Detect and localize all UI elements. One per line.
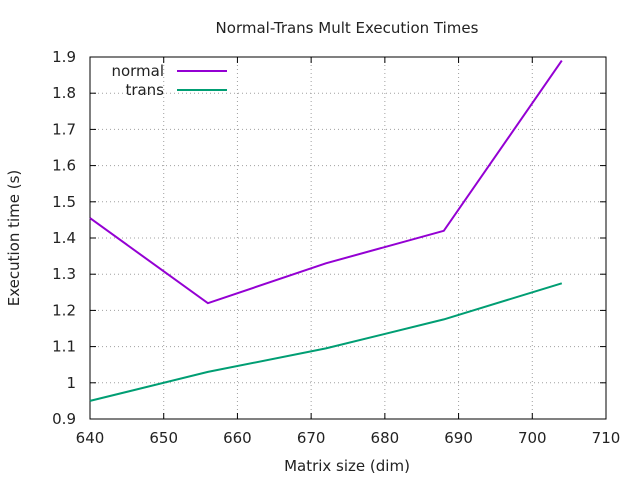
plot-frame — [89, 56, 607, 420]
x-tick-label: 640 — [76, 429, 105, 447]
y-tick-label: 1.4 — [52, 229, 76, 247]
y-tick-label: 1.7 — [52, 120, 76, 138]
series-lines — [89, 60, 563, 402]
y-tick-label: 1.8 — [52, 84, 76, 102]
axis-ticks: 640 650 660 670 680 690 700 710 0.9 1 1.1 1.2 1.3 1.4… — [52, 48, 620, 447]
y-tick-label: 1.5 — [52, 193, 76, 211]
x-tick-label: 680 — [371, 429, 400, 447]
x-axis-label: Matrix size (dim) — [284, 457, 410, 475]
y-tick-label: 1.1 — [52, 338, 76, 356]
y-tick-label: 1 — [66, 374, 76, 392]
y-tick-label: 1.3 — [52, 265, 76, 283]
y-tick-label: 1.6 — [52, 157, 76, 175]
series-line-normal — [89, 60, 563, 305]
y-tick-label: 0.9 — [52, 410, 76, 428]
x-tick-label: 660 — [223, 429, 252, 447]
x-tick-label: 650 — [149, 429, 178, 447]
x-tick-label: 690 — [444, 429, 473, 447]
x-tick-label: 670 — [297, 429, 326, 447]
grid — [90, 57, 606, 419]
chart-title: Normal-Trans Mult Execution Times — [216, 19, 479, 37]
x-tick-label: 710 — [592, 429, 621, 447]
legend-label-normal: normal — [111, 62, 164, 80]
y-tick-label: 1.9 — [52, 48, 76, 66]
x-tick-label: 700 — [518, 429, 547, 447]
y-tick-label: 1.2 — [52, 301, 76, 319]
legend-label-trans: trans — [125, 81, 164, 99]
series-line-trans — [89, 282, 563, 402]
y-axis-label: Execution time (s) — [5, 170, 23, 307]
